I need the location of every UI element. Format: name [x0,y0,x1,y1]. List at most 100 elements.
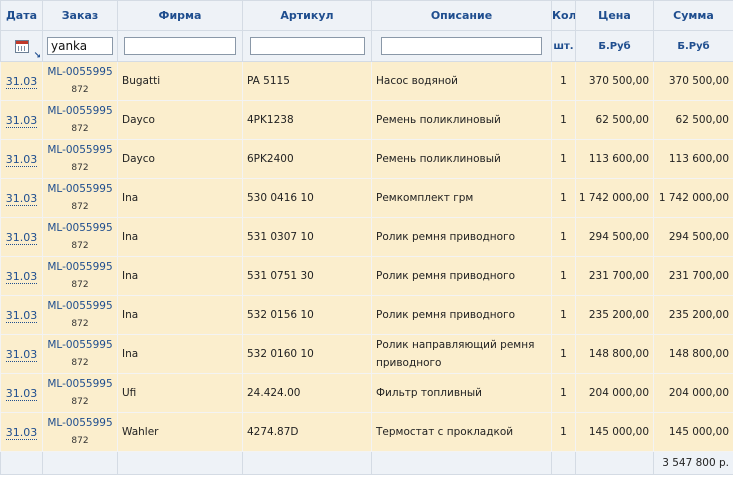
order-number-link[interactable]: ML-0055995 [47,144,113,156]
article-cell: 24.424.00 [242,373,372,413]
date-link[interactable]: 31.03 [5,386,38,401]
order-cell: ML-0055995 872 [42,412,118,452]
column-header-qty-label: Кол [552,9,576,22]
sum-cell: 235 200,00 [653,295,733,335]
sort-arrow-icon[interactable]: ↘ [33,51,41,61]
table-row[interactable]: 31.03 ML-0055995 872 Ina 531 0307 10 Ролик ре… [0,217,733,257]
firm-filter-cell [117,30,243,62]
order-number-link[interactable]: ML-0055995 [47,378,113,390]
column-header-price[interactable]: Цена [575,0,654,31]
order-cell: ML-0055995 872 [42,373,118,413]
sum-cell: 370 500,00 [653,61,733,101]
table-row[interactable]: 31.03 ML-0055995 872 Dayco 4PK1238 Ремень пол… [0,100,733,140]
footer-cell [371,451,552,475]
firm-cell: Dayco [117,100,243,140]
sum-unit: Б.Руб [653,30,733,62]
order-number-link[interactable]: ML-0055995 [47,222,113,234]
order-cell: ML-0055995 872 [42,178,118,218]
footer-row: 3 547 800 р. [0,451,733,475]
description-cell: Ролик ремня приводного [371,295,552,335]
date-link[interactable]: 31.03 [5,74,38,89]
date-link[interactable]: 31.03 [5,347,38,362]
column-header-description[interactable]: Описание [371,0,552,31]
description-cell: Ролик ремня приводного [371,217,552,257]
article-cell: 530 0416 10 [242,178,372,218]
table-row[interactable]: 31.03 ML-0055995 872 Bugatti PA 5115 Насос во… [0,61,733,101]
order-sub-number: 872 [71,202,89,212]
table-row[interactable]: 31.03 ML-0055995 872 Ina 530 0416 10 Ремкомпл… [0,178,733,218]
order-number-link[interactable]: ML-0055995 [47,261,113,273]
order-number-link[interactable]: ML-0055995 [47,417,113,429]
qty-unit: шт. [551,30,576,62]
order-cell: ML-0055995 872 [42,295,118,335]
column-header-description-label: Описание [430,9,493,22]
firm-cell: Dayco [117,139,243,179]
article-filter-cell [242,30,372,62]
order-number-link[interactable]: ML-0055995 [47,300,113,312]
order-filter-cell [42,30,118,62]
order-number-link[interactable]: ML-0055995 [47,339,113,351]
order-number-link[interactable]: ML-0055995 [47,183,113,195]
article-cell: 532 0156 10 [242,295,372,335]
order-sub-number: 872 [71,85,89,95]
order-sub-number: 872 [71,163,89,173]
price-cell: 113 600,00 [575,139,654,179]
table-row[interactable]: 31.03 ML-0055995 872 Dayco 6PK2400 Ремень пол… [0,139,733,179]
column-header-firm[interactable]: Фирма [117,0,243,31]
sum-cell: 204 000,00 [653,373,733,413]
table-body: 31.03 ML-0055995 872 Bugatti PA 5115 Насос во… [0,61,733,452]
table-row[interactable]: 31.03 ML-0055995 872 Ina 531 0751 30 Ролик ре… [0,256,733,296]
date-cell: 31.03 [0,412,43,452]
order-sub-number: 872 [71,358,89,368]
article-cell: 6PK2400 [242,139,372,179]
order-sub-number: 872 [71,397,89,407]
description-cell: Ремень поликлиновый [371,100,552,140]
column-header-order[interactable]: Заказ [42,0,118,31]
price-cell: 204 000,00 [575,373,654,413]
sum-cell: 294 500,00 [653,217,733,257]
date-link[interactable]: 31.03 [5,152,38,167]
qty-cell: 1 [551,256,576,296]
date-cell: 31.03 [0,295,43,335]
column-header-qty[interactable]: Кол [551,0,576,31]
column-header-article-label: Артикул [280,9,334,22]
order-number-link[interactable]: ML-0055995 [47,105,113,117]
date-link[interactable]: 31.03 [5,230,38,245]
article-cell: 4274.87D [242,412,372,452]
table-row[interactable]: 31.03 ML-0055995 872 Ina 532 0156 10 Ролик ре… [0,295,733,335]
article-cell: 4PK1238 [242,100,372,140]
date-link[interactable]: 31.03 [5,191,38,206]
date-link[interactable]: 31.03 [5,425,38,440]
article-filter-input[interactable] [249,37,365,55]
order-cell: ML-0055995 872 [42,100,118,140]
date-cell: 31.03 [0,334,43,374]
calendar-icon[interactable] [14,39,29,53]
column-header-sum-label: Сумма [673,9,714,22]
column-header-sum[interactable]: Сумма [653,0,733,31]
description-cell: Ремень поликлиновый [371,139,552,179]
date-link[interactable]: 31.03 [5,269,38,284]
order-filter-input[interactable] [47,37,113,55]
description-cell: Фильтр топливный [371,373,552,413]
date-link[interactable]: 31.03 [5,113,38,128]
description-cell: Термостат с прокладкой [371,412,552,452]
table-row[interactable]: 31.03 ML-0055995 872 Ufi 24.424.00 Фильтр топ… [0,373,733,413]
description-cell: Насос водяной [371,61,552,101]
firm-filter-input[interactable] [124,37,236,55]
column-header-article[interactable]: Артикул [242,0,372,31]
sum-cell: 231 700,00 [653,256,733,296]
table-row[interactable]: 31.03 ML-0055995 872 Ina 532 0160 10 Ролик на… [0,334,733,374]
order-sub-number: 872 [71,124,89,134]
footer-cell [42,451,118,475]
order-sub-number: 872 [71,436,89,446]
table-row[interactable]: 31.03 ML-0055995 872 Wahler 4274.87D Термоста… [0,412,733,452]
sum-cell: 1 742 000,00 [653,178,733,218]
date-link[interactable]: 31.03 [5,308,38,323]
firm-cell: Ina [117,217,243,257]
grand-total: 3 547 800 р. [653,451,733,475]
order-number-link[interactable]: ML-0055995 [47,66,113,78]
description-filter-input[interactable] [381,37,542,55]
column-header-date[interactable]: Дата [0,0,43,31]
description-cell: Ролик ремня приводного [371,256,552,296]
sum-cell: 113 600,00 [653,139,733,179]
